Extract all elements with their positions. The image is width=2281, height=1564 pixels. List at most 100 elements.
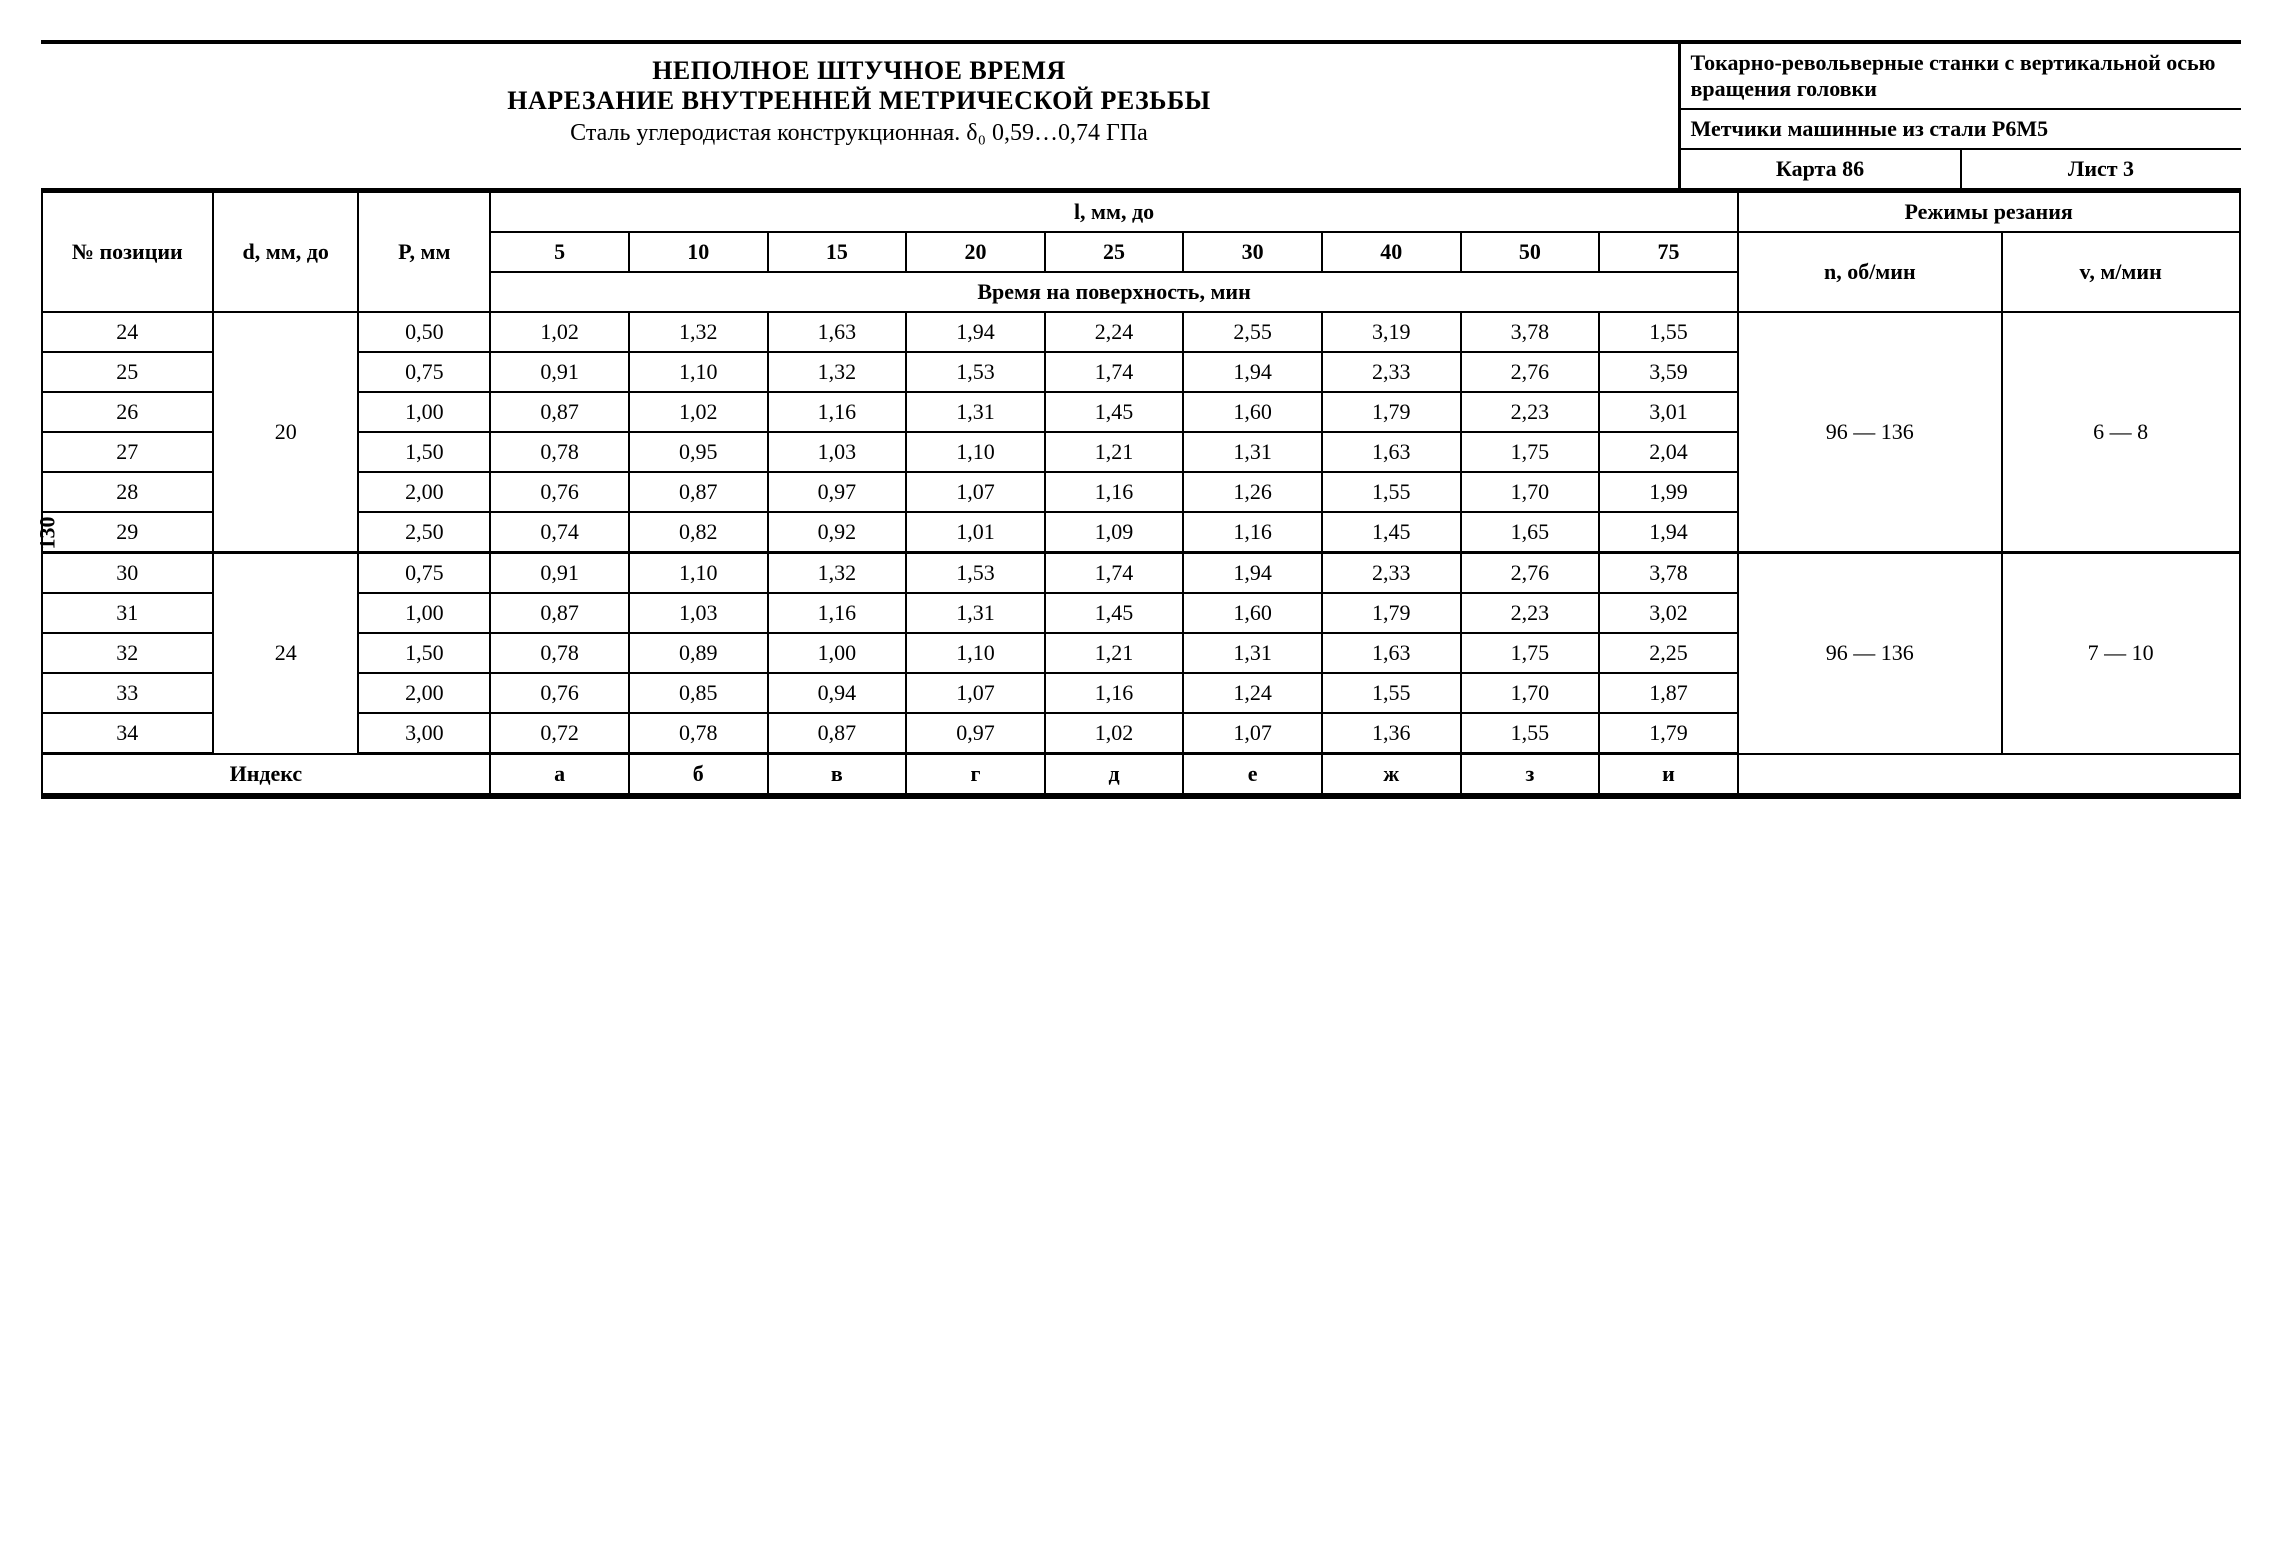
cell-val: 1,31 <box>1183 432 1322 472</box>
cell-val: 1,63 <box>768 312 907 352</box>
cell-val: 1,32 <box>768 553 907 594</box>
title-line3: Сталь углеродистая конструкционная. δ₀ 0… <box>49 120 1670 147</box>
cell-val: 0,91 <box>490 553 629 594</box>
cell-val: 1,70 <box>1461 673 1600 713</box>
cell-val: 1,87 <box>1599 673 1738 713</box>
cell-d: 24 <box>213 553 358 754</box>
cell-val: 2,25 <box>1599 633 1738 673</box>
cell-val: 1,60 <box>1183 392 1322 432</box>
cell-v: 7 — 10 <box>2002 553 2240 754</box>
table-row: 30240,750,911,101,321,531,741,942,332,76… <box>42 553 2240 594</box>
cell-val: 2,33 <box>1322 352 1461 392</box>
cell-val: 1,79 <box>1322 593 1461 633</box>
cell-val: 1,55 <box>1322 673 1461 713</box>
cell-val: 1,09 <box>1045 512 1184 553</box>
cell-val: 1,31 <box>1183 633 1322 673</box>
cell-val: 1,63 <box>1322 432 1461 472</box>
cell-val: 0,85 <box>629 673 768 713</box>
col-p: P, мм <box>358 192 490 312</box>
cell-val: 0,76 <box>490 673 629 713</box>
cell-val: 0,91 <box>490 352 629 392</box>
cell-pos: 34 <box>42 713 214 754</box>
surf-label: Время на поверхность, мин <box>490 272 1737 312</box>
cell-val: 1,16 <box>1045 472 1184 512</box>
col-pos: № позиции <box>42 192 214 312</box>
cell-val: 0,78 <box>629 713 768 754</box>
cell-val: 0,76 <box>490 472 629 512</box>
title-block: НЕПОЛНОЕ ШТУЧНОЕ ВРЕМЯ НАРЕЗАНИЕ ВНУТРЕН… <box>41 44 1678 188</box>
cell-val: 1,55 <box>1599 312 1738 352</box>
cell-val: 1,16 <box>1183 512 1322 553</box>
cell-pos: 28 <box>42 472 214 512</box>
cell-val: 1,10 <box>906 432 1045 472</box>
cell-val: 0,72 <box>490 713 629 754</box>
cell-p: 1,50 <box>358 432 490 472</box>
cell-val: 1,32 <box>768 352 907 392</box>
cell-val: 1,60 <box>1183 593 1322 633</box>
cell-val: 1,53 <box>906 352 1045 392</box>
cell-p: 0,75 <box>358 352 490 392</box>
cell-val: 1,75 <box>1461 432 1600 472</box>
idx-d: д <box>1045 754 1184 795</box>
cell-val: 1,07 <box>1183 713 1322 754</box>
cell-val: 1,75 <box>1461 633 1600 673</box>
l-50: 50 <box>1461 232 1600 272</box>
col-d: d, мм, до <box>213 192 358 312</box>
col-n: n, об/мин <box>1738 232 2002 312</box>
cell-p: 3,00 <box>358 713 490 754</box>
cell-val: 1,10 <box>629 352 768 392</box>
cell-pos: 30 <box>42 553 214 594</box>
cell-val: 1,02 <box>1045 713 1184 754</box>
col-v: v, м/мин <box>2002 232 2240 312</box>
cell-val: 1,31 <box>906 593 1045 633</box>
cell-val: 1,55 <box>1322 472 1461 512</box>
cell-val: 1,45 <box>1045 392 1184 432</box>
cell-pos: 33 <box>42 673 214 713</box>
cell-val: 1,94 <box>906 312 1045 352</box>
cell-val: 1,02 <box>629 392 768 432</box>
cell-val: 1,16 <box>768 392 907 432</box>
cell-val: 3,78 <box>1599 553 1738 594</box>
cell-val: 1,32 <box>629 312 768 352</box>
header-row-1: № позиции d, мм, до P, мм l, мм, до Режи… <box>42 192 2240 232</box>
cell-val: 1,16 <box>1045 673 1184 713</box>
cell-val: 1,26 <box>1183 472 1322 512</box>
cell-pos: 29 <box>42 512 214 553</box>
cell-p: 2,00 <box>358 472 490 512</box>
table-body: 24200,501,021,321,631,942,242,553,193,78… <box>42 312 2240 754</box>
right-block: Токарно-револьверные станки с вертикальн… <box>1678 44 2241 188</box>
l-10: 10 <box>629 232 768 272</box>
tool-label: Метчики машинные из стали Р6М5 <box>1681 110 2241 150</box>
sheet-label: Лист 3 <box>1962 150 2241 188</box>
index-row: Индекс а б в г д е ж з и <box>42 754 2240 795</box>
cell-pos: 24 <box>42 312 214 352</box>
cell-val: 1,70 <box>1461 472 1600 512</box>
cell-val: 1,00 <box>768 633 907 673</box>
cell-pos: 31 <box>42 593 214 633</box>
title-line1: НЕПОЛНОЕ ШТУЧНОЕ ВРЕМЯ <box>49 56 1670 86</box>
page-number: 130 <box>34 517 60 550</box>
cell-val: 2,55 <box>1183 312 1322 352</box>
cell-val: 1,94 <box>1183 352 1322 392</box>
cell-val: 1,21 <box>1045 633 1184 673</box>
cell-val: 1,07 <box>906 472 1045 512</box>
idx-b: б <box>629 754 768 795</box>
cell-val: 1,16 <box>768 593 907 633</box>
cell-val: 1,94 <box>1183 553 1322 594</box>
cell-val: 1,74 <box>1045 352 1184 392</box>
idx-v: в <box>768 754 907 795</box>
l-15: 15 <box>768 232 907 272</box>
card-label: Карта 86 <box>1681 150 1962 188</box>
cell-p: 0,50 <box>358 312 490 352</box>
cell-val: 0,78 <box>490 633 629 673</box>
l-25: 25 <box>1045 232 1184 272</box>
cell-pos: 25 <box>42 352 214 392</box>
machine-label: Токарно-револьверные станки с вертикальн… <box>1681 44 2241 110</box>
l-40: 40 <box>1322 232 1461 272</box>
cell-val: 0,89 <box>629 633 768 673</box>
cell-val: 1,45 <box>1045 593 1184 633</box>
cell-val: 3,01 <box>1599 392 1738 432</box>
l-5: 5 <box>490 232 629 272</box>
cell-val: 1,45 <box>1322 512 1461 553</box>
cell-val: 0,87 <box>490 593 629 633</box>
